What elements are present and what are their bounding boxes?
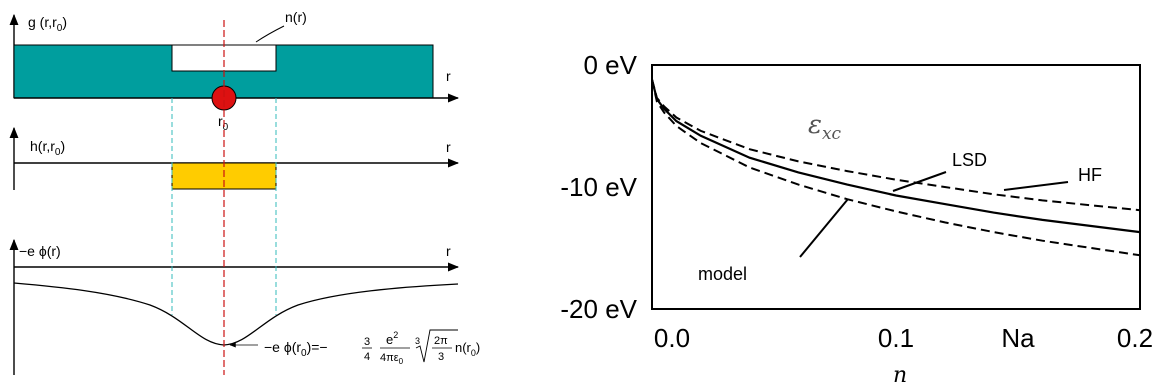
frac3-num: 2π — [434, 335, 448, 347]
x-tick-label: Na — [1001, 323, 1035, 353]
electron-label: r0 — [218, 113, 229, 133]
hole-label: n(r) — [285, 9, 307, 25]
formula-lhs: −e ϕ(r0)=− — [264, 339, 328, 359]
leader-lsd — [892, 171, 947, 192]
label-lsd: LSD — [952, 150, 987, 170]
tick-layer: 0 eV -10 eV -20 eV 0.0 0.1 Na 0.2 — [560, 50, 1153, 353]
phi-xlabel: r — [446, 243, 451, 259]
series-lsd — [650, 79, 1141, 234]
frac1-num: 3 — [364, 336, 370, 348]
label-hf: HF — [1078, 165, 1102, 185]
series-model — [651, 79, 1141, 257]
frac3-den: 3 — [438, 351, 444, 363]
x-tick-label: 0.1 — [878, 323, 914, 353]
panel-h: h(r,r0) r — [9, 126, 460, 190]
panel-g: g (r,r0) r n(r) r0 — [9, 9, 460, 133]
x-axis-label: n — [893, 363, 907, 388]
formula-tail: n(r0) — [455, 340, 480, 358]
xc-chart: 0 eV -10 eV -20 eV 0.0 0.1 Na 0.2 εxc LSD HF m… — [560, 50, 1153, 388]
leader-model — [799, 198, 849, 258]
x-tick-label: 0.0 — [654, 323, 690, 353]
label-model: model — [698, 264, 747, 284]
y-tick-label: -20 eV — [560, 294, 637, 324]
leader-hf — [1003, 181, 1069, 191]
exc-annotation: εxc — [808, 110, 842, 144]
x-tick-label: 0.2 — [1117, 323, 1153, 353]
h-ylabel: h(r,r0) — [30, 138, 65, 158]
y-tick-label: -10 eV — [560, 172, 637, 202]
hole-leader — [255, 25, 285, 43]
root-sign — [415, 329, 458, 363]
phi-ylabel: −e ϕ(r) — [19, 243, 61, 259]
phi-formula: −e ϕ(r0)=− 3 4 e2 4πε0 3 2π 3 n(r0) — [229, 329, 480, 366]
y-tick-label: 0 eV — [584, 50, 638, 80]
g-xlabel: r — [446, 68, 451, 84]
series-hf — [651, 79, 1141, 212]
plot-frame — [651, 64, 1141, 310]
left-diagram: g (r,r0) r n(r) r0 h(r,r0) r −e ϕ(r) r — [9, 9, 480, 375]
g-ylabel: g (r,r0) — [28, 14, 67, 34]
frac2-den: 4πε0 — [380, 352, 404, 366]
frac1-den: 4 — [364, 351, 370, 363]
frac2-num: e2 — [386, 330, 398, 347]
h-xlabel: r — [446, 139, 451, 155]
root-index: 3 — [415, 336, 420, 346]
exchange-hole — [171, 44, 277, 72]
series-layer — [650, 79, 1141, 257]
